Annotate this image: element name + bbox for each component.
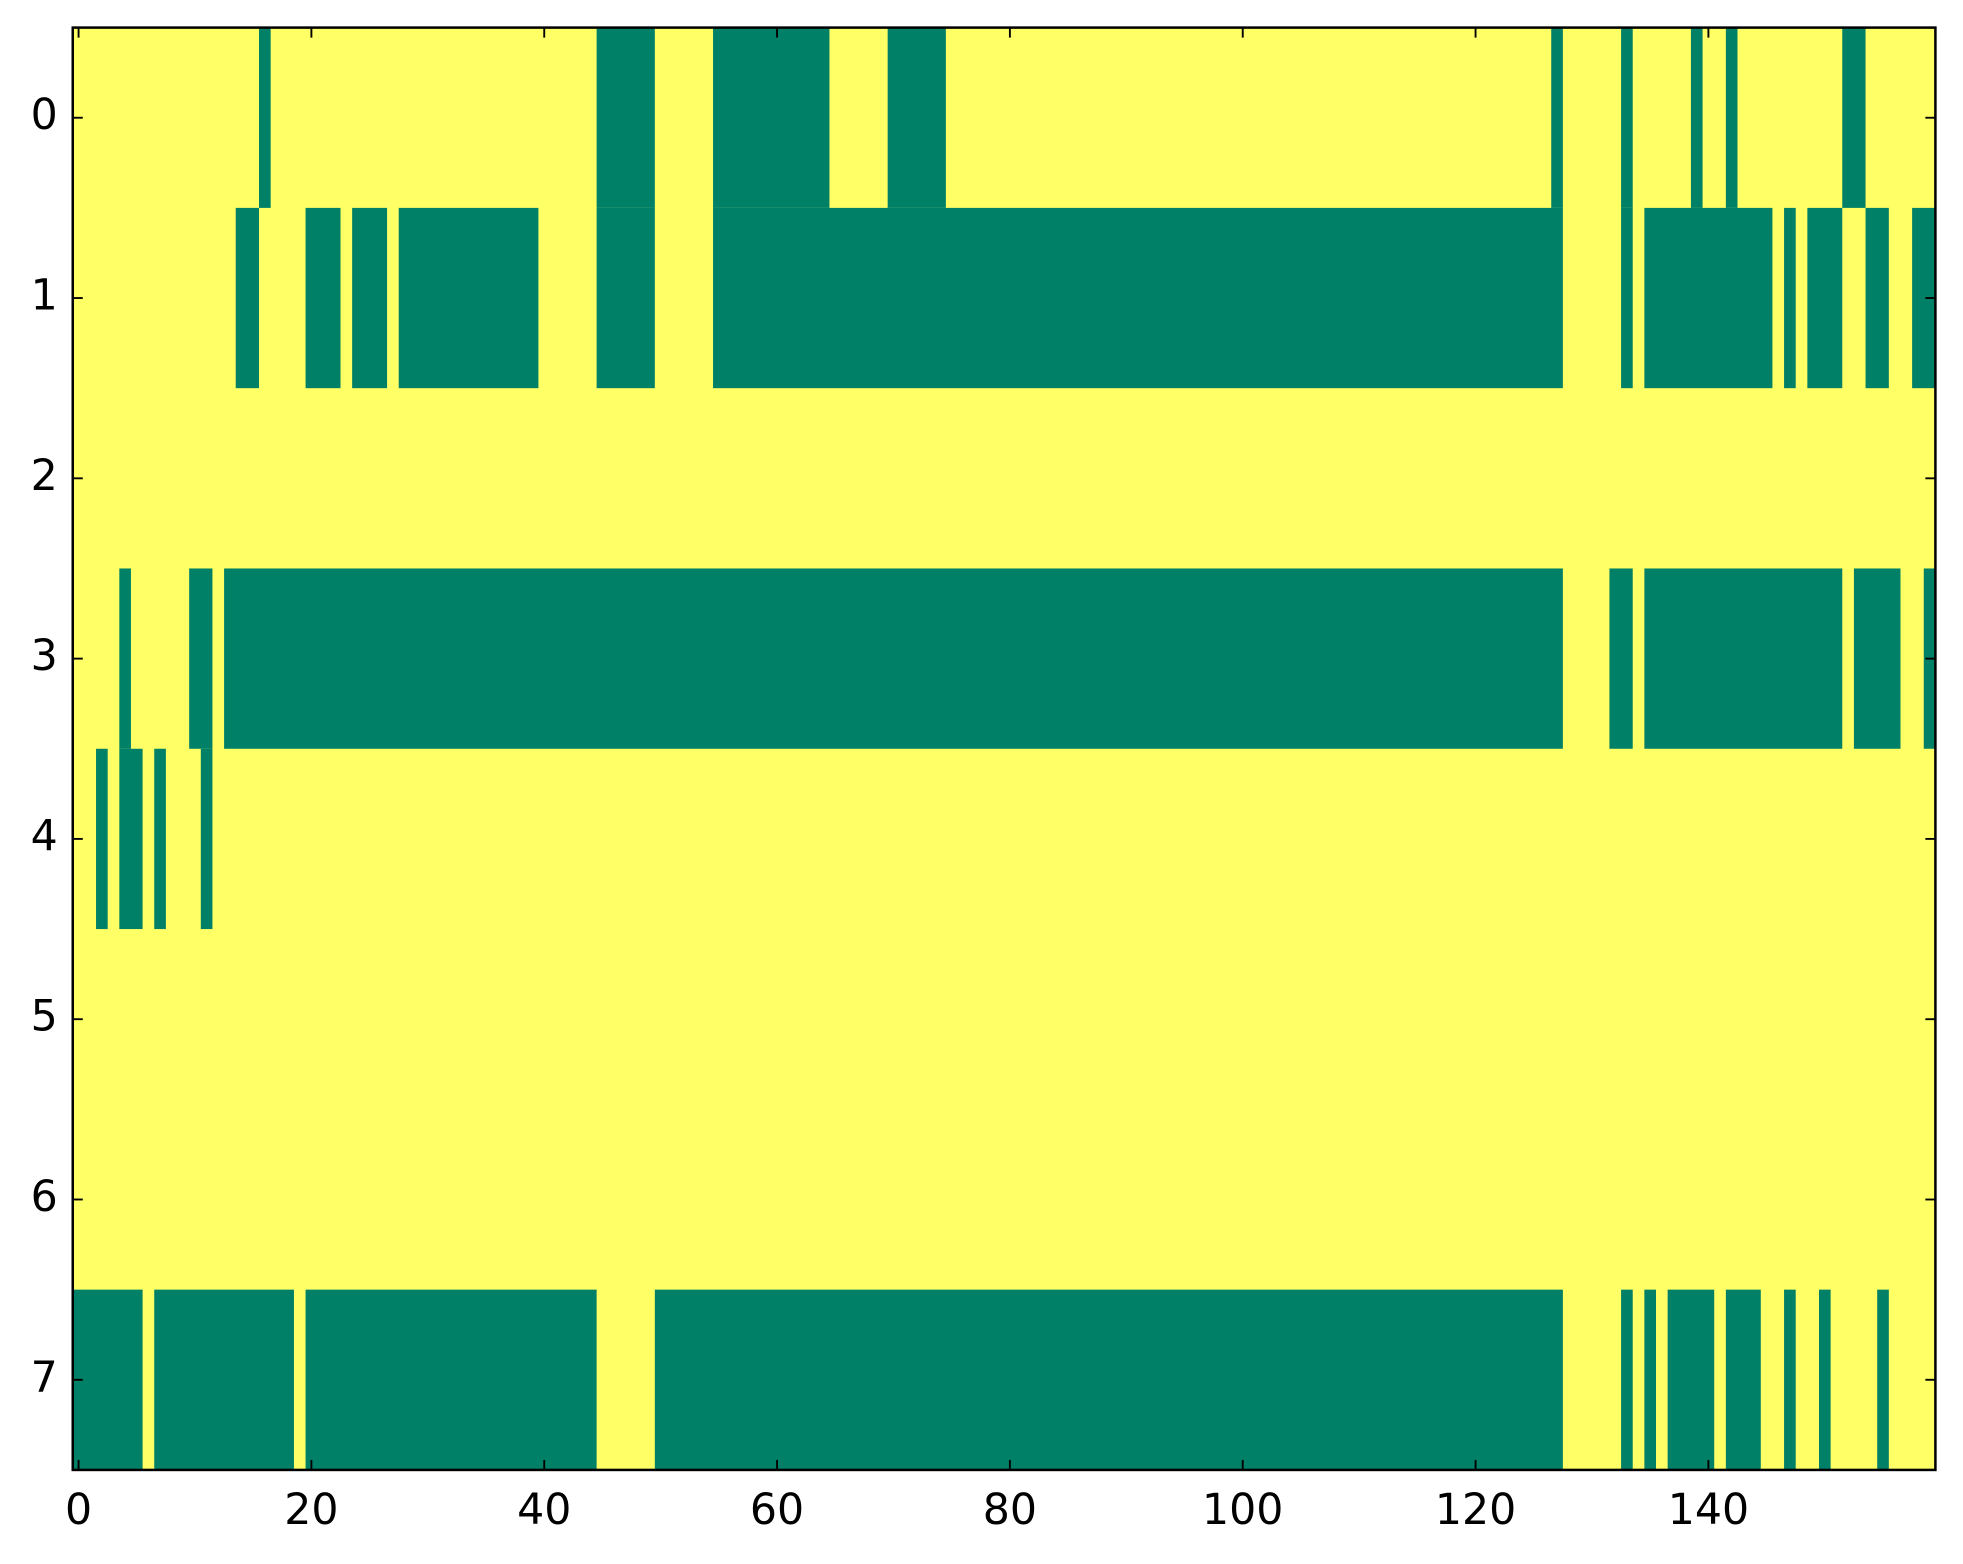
cell-run	[305, 1289, 597, 1470]
x-tick-label: 40	[517, 1485, 571, 1535]
cell-run	[1842, 27, 1866, 208]
cell-run	[1644, 568, 1843, 749]
cell-run	[305, 207, 341, 389]
cell-run	[189, 568, 213, 749]
cell-run	[1621, 27, 1633, 208]
y-tick-label: 0	[31, 90, 58, 140]
cell-run	[1853, 568, 1901, 749]
cell-run	[398, 207, 539, 389]
cell-run	[1667, 1289, 1715, 1470]
cell-run	[1865, 207, 1889, 389]
y-tick-label: 2	[31, 451, 58, 501]
y-tick-label: 5	[31, 992, 58, 1042]
cell-run	[1818, 1289, 1831, 1470]
x-tick-label: 80	[983, 1485, 1037, 1535]
cell-run	[1690, 27, 1703, 208]
cell-run	[713, 27, 830, 208]
y-tick-label: 1	[31, 271, 58, 321]
cell-run	[154, 748, 166, 930]
cell-run	[1644, 1289, 1657, 1470]
cell-run	[1877, 1289, 1889, 1470]
cell-run	[1609, 568, 1633, 749]
cell-run	[1807, 207, 1843, 389]
x-tick-label: 0	[65, 1485, 92, 1535]
y-tick-label: 7	[31, 1352, 58, 1402]
cell-run	[1644, 207, 1773, 389]
x-tick-label: 120	[1435, 1485, 1516, 1535]
cell-run	[1912, 207, 1936, 389]
cell-run	[259, 27, 271, 208]
cell-run	[887, 27, 946, 208]
cell-run	[654, 1289, 1563, 1470]
y-tick-label: 4	[31, 811, 58, 861]
cell-run	[119, 748, 143, 930]
y-tick-label: 6	[31, 1172, 58, 1222]
x-tick-label: 20	[284, 1485, 338, 1535]
cell-run	[154, 1289, 294, 1470]
cell-run	[96, 748, 108, 930]
cell-run	[596, 27, 655, 208]
cell-run	[1621, 1289, 1633, 1470]
x-tick-label: 100	[1202, 1485, 1283, 1535]
cell-run	[224, 568, 1563, 749]
cell-run	[119, 568, 131, 749]
cell-run	[1621, 207, 1633, 389]
cell-run	[352, 207, 388, 389]
cell-run	[200, 748, 213, 930]
cell-run	[1784, 207, 1796, 389]
x-tick-label: 140	[1668, 1485, 1749, 1535]
cell-run	[596, 207, 655, 389]
plot-frame	[71, 26, 1937, 1472]
cell-run	[1784, 1289, 1796, 1470]
cell-run	[72, 1289, 143, 1470]
cell-run	[713, 207, 1563, 389]
x-tick-label: 60	[750, 1485, 804, 1535]
cell-run	[1725, 27, 1738, 208]
cell-run	[235, 207, 260, 389]
y-tick-label: 3	[31, 631, 58, 681]
cell-run	[1551, 27, 1563, 208]
cell-run	[1725, 1289, 1761, 1470]
